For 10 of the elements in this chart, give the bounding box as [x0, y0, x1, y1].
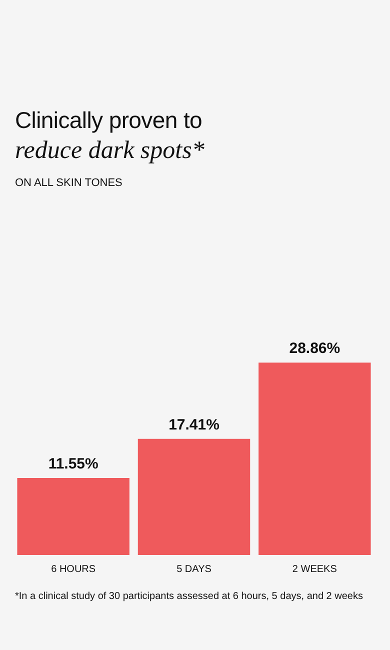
chart-subtitle: reduce dark spots* — [15, 137, 204, 165]
data-label: 11.55% — [48, 456, 98, 473]
data-label: 28.86% — [289, 340, 340, 358]
x-tick-label: 2 WEEKS — [292, 564, 338, 575]
text: *In a clinical study of 30 participants assessed at 6 hours, 5 days, and 2 weeks — [15, 591, 363, 602]
chart-title: Clinically proven to — [15, 107, 202, 134]
x-tick-label: 6 HOURS — [51, 564, 96, 575]
x-tick-label: 5 DAYS — [176, 564, 212, 575]
text: ON ALL SKIN TONES — [15, 177, 122, 189]
data-label: 17.41% — [168, 416, 220, 434]
